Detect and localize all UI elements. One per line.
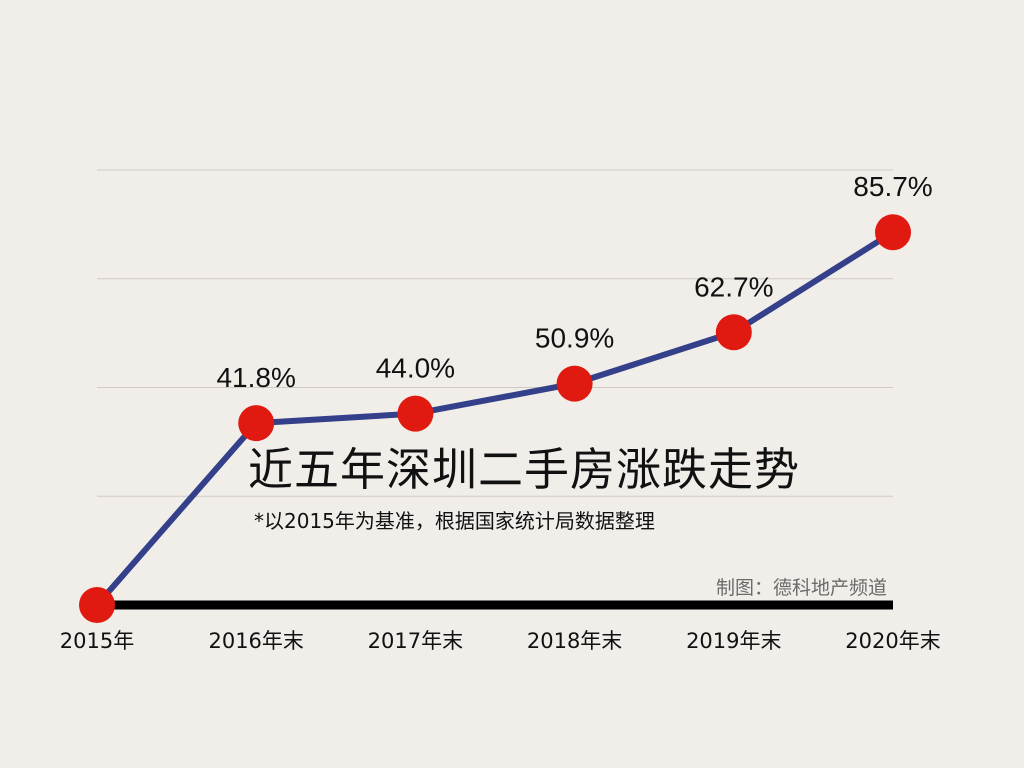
data-label: 50.9% [535,323,614,354]
data-point [238,405,275,442]
data-point [556,365,593,402]
series-line [94,229,896,608]
chart-subtitle: *以2015年为基准，根据国家统计局数据整理 [254,509,655,533]
data-point [79,587,115,623]
x-tick-label: 2017年末 [368,629,463,653]
x-tick-label: 2019年末 [686,629,781,653]
data-label: 41.8% [216,362,295,393]
data-points [79,214,911,623]
x-tick-label: 2018年末 [527,629,622,653]
data-label: 85.7% [853,171,932,202]
x-tick-labels: 2015年 2016年末 2017年末 2018年末 2019年末 2020年末 [60,629,941,653]
x-tick-label: 2015年 [60,629,134,653]
gridlines [97,169,893,497]
chart-credit: 制图：德科地产频道 [716,577,888,599]
series-line-group [94,229,896,608]
x-tick-label: 2016年末 [208,629,303,653]
data-point [397,395,434,432]
data-point [715,314,752,351]
data-label: 62.7% [694,271,773,302]
data-label: 44.0% [376,353,455,384]
data-point [875,214,911,251]
data-labels: 41.8% 44.0% 50.9% 62.7% 85.7% [216,171,932,393]
x-tick-label: 2020年末 [845,629,940,653]
chart-title: 近五年深圳二手房涨跌走势 [248,443,801,496]
